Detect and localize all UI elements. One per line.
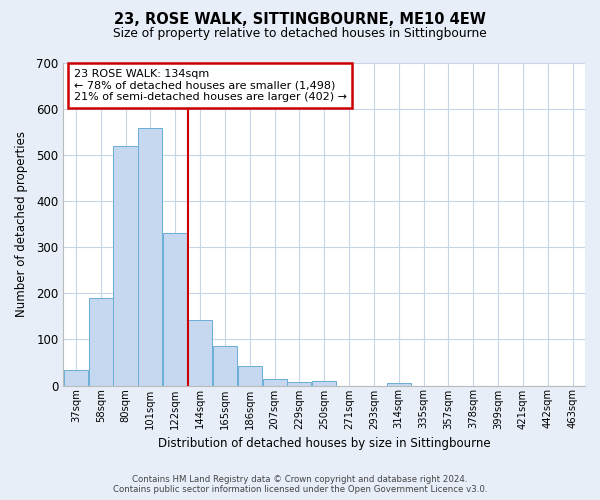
Bar	[113, 146, 137, 386]
Bar	[188, 320, 212, 386]
Bar	[89, 298, 113, 386]
Bar	[263, 378, 287, 386]
Bar	[238, 366, 262, 386]
Bar	[139, 128, 163, 386]
Bar	[386, 383, 411, 386]
Bar	[287, 382, 311, 386]
Y-axis label: Number of detached properties: Number of detached properties	[15, 131, 28, 317]
Text: 23, ROSE WALK, SITTINGBOURNE, ME10 4EW: 23, ROSE WALK, SITTINGBOURNE, ME10 4EW	[114, 12, 486, 28]
X-axis label: Distribution of detached houses by size in Sittingbourne: Distribution of detached houses by size …	[158, 437, 491, 450]
Bar	[163, 233, 187, 386]
Bar	[312, 381, 336, 386]
Text: Contains HM Land Registry data © Crown copyright and database right 2024.
Contai: Contains HM Land Registry data © Crown c…	[113, 474, 487, 494]
Bar	[64, 370, 88, 386]
Text: Size of property relative to detached houses in Sittingbourne: Size of property relative to detached ho…	[113, 28, 487, 40]
Text: 23 ROSE WALK: 134sqm
← 78% of detached houses are smaller (1,498)
21% of semi-de: 23 ROSE WALK: 134sqm ← 78% of detached h…	[74, 69, 347, 102]
Bar	[213, 346, 237, 386]
